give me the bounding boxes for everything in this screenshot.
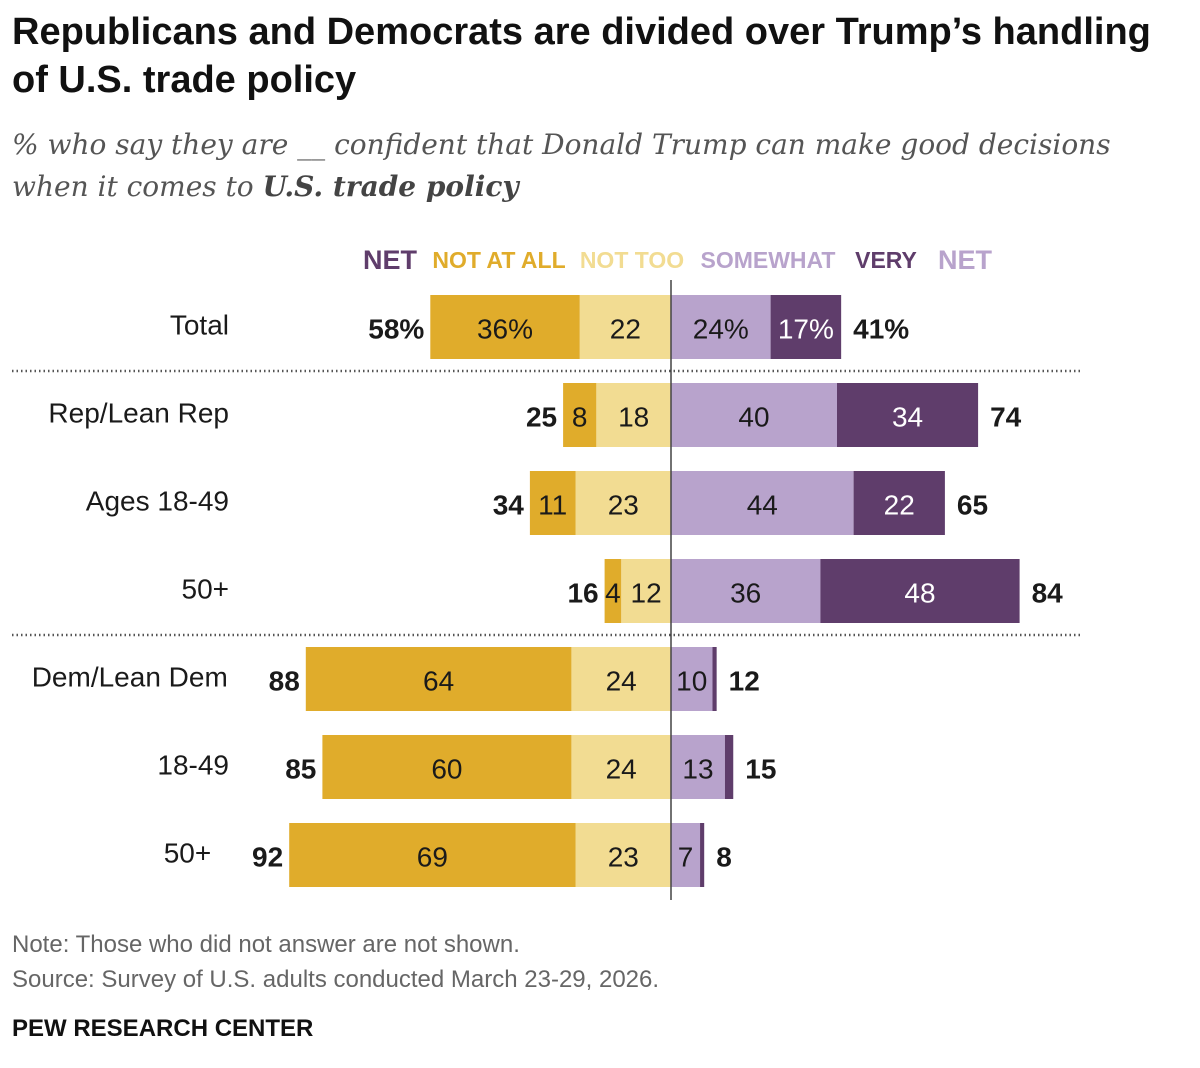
bar-somewhat [671, 295, 771, 359]
bar-not-at-all [430, 295, 580, 359]
header-not-at-all: NOT AT ALL [432, 247, 565, 273]
bar-very [700, 823, 705, 887]
bar-not-too [571, 735, 671, 799]
data-label-not-too: 24 [606, 666, 637, 697]
bar-not-too [621, 559, 671, 623]
chart-title: Republicans and Democrats are divided ov… [12, 11, 1151, 101]
bar-somewhat [671, 735, 725, 799]
data-label-not-too: 12 [631, 578, 662, 609]
bar-not-at-all [289, 823, 576, 887]
data-label-net-left: 58% [368, 314, 424, 345]
bar-somewhat [671, 823, 701, 887]
data-label-not-at-all: 64 [423, 666, 454, 697]
bar-somewhat [671, 383, 837, 447]
diverging-bar-chart: NET NOT AT ALL NOT TOO SOMEWHAT VERY NET 22 36%… [12, 245, 1080, 900]
data-label-net-left: 34 [493, 490, 525, 521]
row-label: Total [170, 310, 229, 341]
bar-very [724, 735, 734, 799]
data-label-somewhat: 40 [738, 402, 769, 433]
data-label-net-right: 65 [957, 490, 988, 521]
bar-not-too [579, 295, 671, 359]
subtitle-text: % who say they are __ confident that Don… [12, 128, 1111, 203]
data-label-not-at-all: 11 [538, 490, 567, 521]
bar-very [770, 295, 842, 359]
data-label-net-left: 92 [252, 842, 283, 873]
bar-somewhat [671, 647, 713, 711]
data-label-net-left: 88 [269, 666, 300, 697]
header-not-too: NOT TOO [580, 247, 684, 273]
data-label-not-at-all: 36% [477, 314, 533, 345]
bar-very [820, 559, 1020, 623]
data-label-not-at-all: 4 [605, 578, 621, 609]
data-label-not-too: 18 [618, 402, 649, 433]
bar-not-at-all [305, 647, 572, 711]
row-label: 50+ [182, 574, 230, 605]
bar-not-too [575, 471, 671, 535]
subtitle-bold-text: U.S. trade policy [262, 170, 519, 203]
data-label-not-too: 23 [608, 842, 639, 873]
bar-not-at-all [604, 559, 622, 623]
data-label-very: 17% [778, 314, 834, 345]
data-label-very: 34 [892, 402, 923, 433]
bar-very [712, 647, 717, 711]
row-label: Rep/Lean Rep [48, 398, 229, 429]
bar-not-at-all [322, 735, 572, 799]
data-label-net-right: 8 [716, 842, 732, 873]
data-label-net-right: 84 [1032, 578, 1064, 609]
bar-somewhat [671, 471, 854, 535]
header-very: VERY [855, 247, 917, 273]
bar-very [837, 383, 979, 447]
header-net-right: NET [938, 245, 993, 275]
data-label-somewhat: 44 [747, 490, 778, 521]
bar-somewhat [671, 559, 821, 623]
data-label-net-right: 74 [990, 402, 1022, 433]
bar-not-at-all [529, 471, 576, 535]
bar-not-at-all [563, 383, 597, 447]
header-net-left: NET [363, 245, 418, 275]
row-label: 18-49 [157, 750, 229, 781]
bar-not-too [575, 823, 671, 887]
data-label-not-too: 23 [608, 490, 639, 521]
bar-very [853, 471, 945, 535]
data-label-not-at-all: 8 [572, 402, 588, 433]
bar-not-too [571, 647, 671, 711]
data-label-somewhat: 24% [693, 314, 749, 345]
chart-note: Note: Those who did not answer are not s… [12, 931, 520, 958]
data-label-very: 48 [904, 578, 935, 609]
data-label-very: 22 [884, 490, 915, 521]
data-label-net-right: 12 [729, 666, 760, 697]
data-label-net-left: 16 [567, 578, 598, 609]
data-label-not-at-all: 69 [417, 842, 448, 873]
header-somewhat: SOMEWHAT [700, 247, 835, 273]
data-label-somewhat: 10 [676, 666, 707, 697]
data-label-not-too: 22 [610, 314, 641, 345]
data-label-not-too: 24 [606, 754, 637, 785]
data-label-somewhat: 36 [730, 578, 761, 609]
data-label-net-right: 41% [853, 314, 909, 345]
data-label-net-left: 85 [285, 754, 316, 785]
data-label-somewhat: 7 [678, 842, 694, 873]
row-label: 50+ [164, 838, 212, 869]
data-label-net-right: 15 [745, 754, 776, 785]
brand-logo-text: PEW RESEARCH CENTER [12, 1015, 314, 1042]
row-label: Dem/Lean Dem [32, 662, 228, 693]
chart-subtitle: % who say they are __ confident that Don… [12, 124, 1162, 208]
chart-source: Source: Survey of U.S. adults conducted … [12, 966, 660, 993]
row-label: Ages 18-49 [86, 486, 229, 517]
data-label-not-at-all: 60 [431, 754, 462, 785]
data-label-somewhat: 13 [682, 754, 713, 785]
bar-not-too [596, 383, 671, 447]
data-label-net-left: 25 [526, 402, 557, 433]
